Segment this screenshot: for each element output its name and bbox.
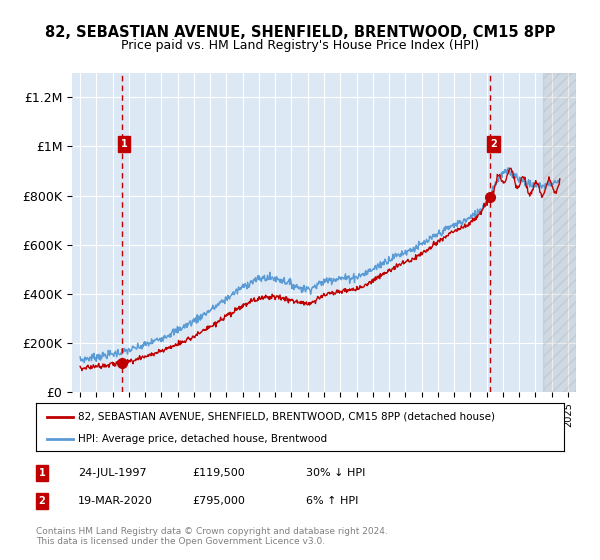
Text: 82, SEBASTIAN AVENUE, SHENFIELD, BRENTWOOD, CM15 8PP: 82, SEBASTIAN AVENUE, SHENFIELD, BRENTWO… — [45, 25, 555, 40]
Text: 2: 2 — [490, 139, 497, 149]
Text: HPI: Average price, detached house, Brentwood: HPI: Average price, detached house, Bren… — [78, 434, 328, 444]
Text: 24-JUL-1997: 24-JUL-1997 — [78, 468, 146, 478]
Text: 19-MAR-2020: 19-MAR-2020 — [78, 496, 153, 506]
Text: 2: 2 — [38, 496, 46, 506]
Text: 82, SEBASTIAN AVENUE, SHENFIELD, BRENTWOOD, CM15 8PP (detached house): 82, SEBASTIAN AVENUE, SHENFIELD, BRENTWO… — [78, 412, 495, 422]
Text: £795,000: £795,000 — [192, 496, 245, 506]
Text: 6% ↑ HPI: 6% ↑ HPI — [306, 496, 358, 506]
Text: £119,500: £119,500 — [192, 468, 245, 478]
Text: Contains HM Land Registry data © Crown copyright and database right 2024.
This d: Contains HM Land Registry data © Crown c… — [36, 526, 388, 546]
Text: 1: 1 — [38, 468, 46, 478]
Text: 1: 1 — [121, 139, 128, 149]
Bar — [544, 73, 576, 392]
Text: 30% ↓ HPI: 30% ↓ HPI — [306, 468, 365, 478]
Text: Price paid vs. HM Land Registry's House Price Index (HPI): Price paid vs. HM Land Registry's House … — [121, 39, 479, 52]
